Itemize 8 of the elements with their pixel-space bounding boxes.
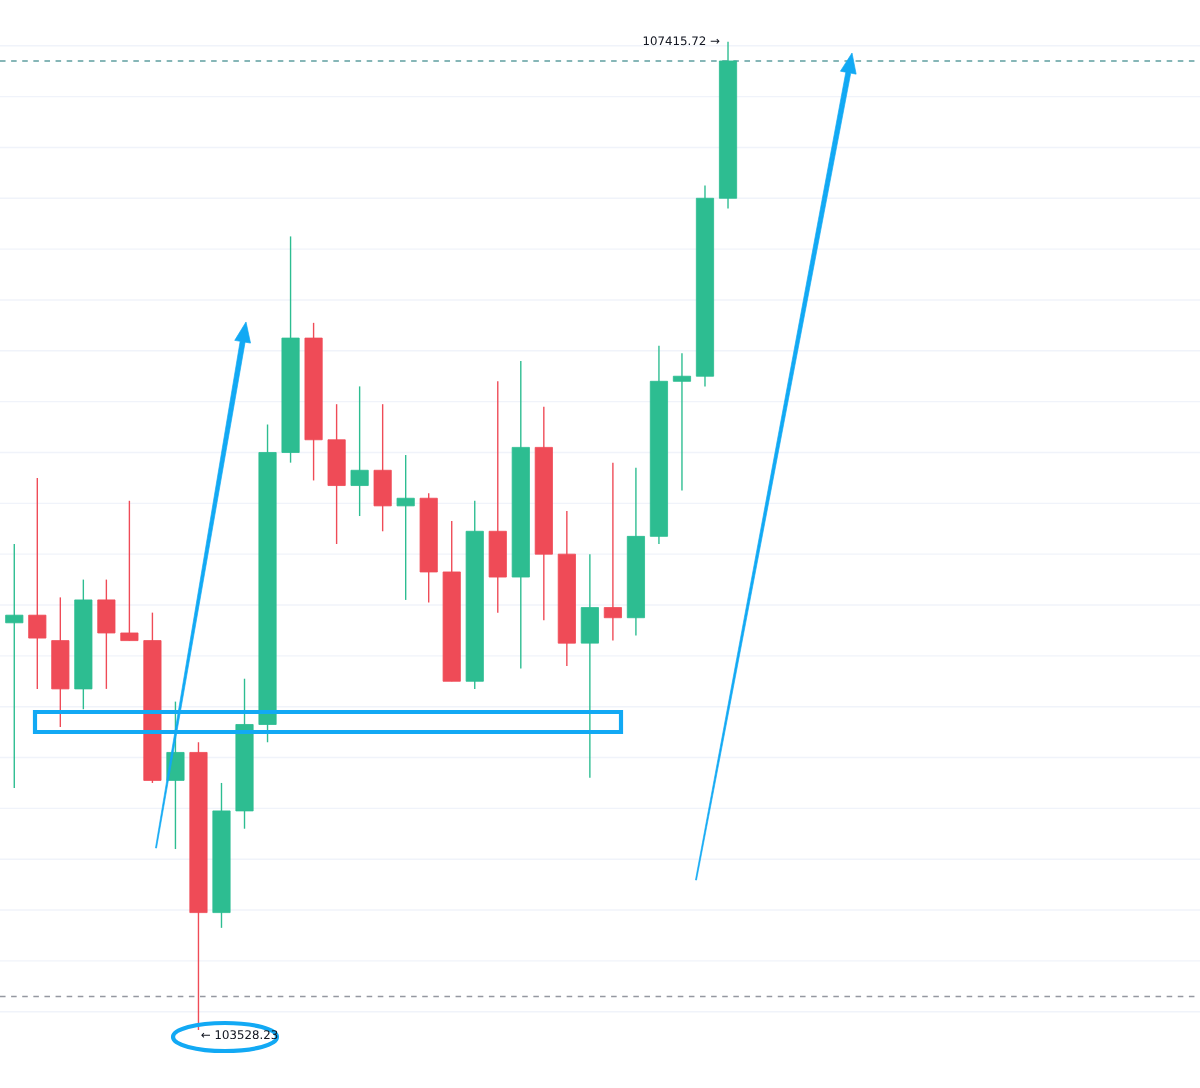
candlestick (28, 477, 47, 690)
candlestick (396, 454, 415, 601)
candlestick (120, 500, 139, 642)
candlestick (350, 385, 369, 517)
candlestick (672, 352, 692, 492)
candlestick (5, 543, 24, 789)
annotation: 107415.72 → (643, 36, 720, 46)
candlestick (603, 461, 622, 642)
